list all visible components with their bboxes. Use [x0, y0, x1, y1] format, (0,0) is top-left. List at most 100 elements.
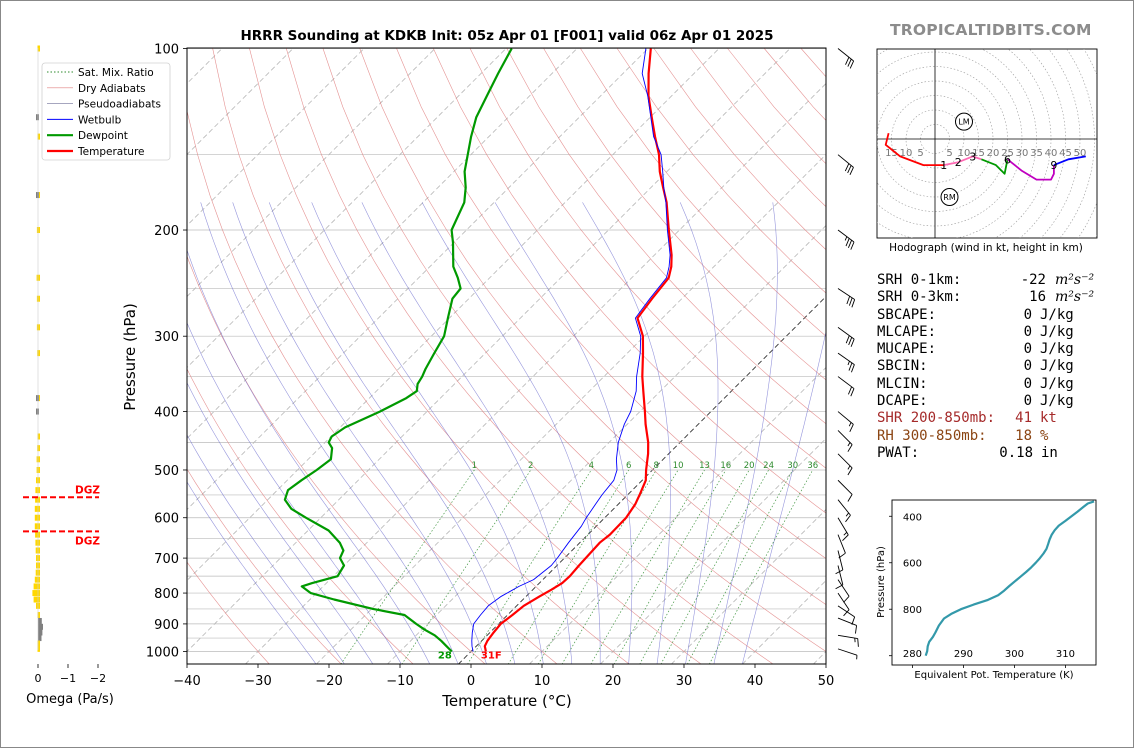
parameter-unit: m²s⁻²	[1055, 289, 1095, 306]
parameter-value: 0.18	[999, 444, 1033, 461]
parameter-value: 16	[1029, 289, 1046, 306]
omega-bar	[35, 496, 40, 503]
wind-barb-flag	[844, 163, 850, 172]
moist-adiabat-line	[582, 202, 671, 664]
wind-barb-shaft	[837, 288, 855, 300]
wind-barb-shaft	[837, 48, 854, 62]
hodograph-ring-label: 25	[1001, 148, 1014, 159]
wind-barb-shaft	[837, 376, 855, 389]
hodograph-ring-label: 10	[958, 148, 971, 159]
omega-x-tick-label: −2	[90, 672, 106, 685]
isotherm-line	[244, 82, 826, 664]
parameter-unit: kt	[1040, 410, 1057, 427]
wind-barb-flag	[850, 241, 855, 250]
omega-bar	[37, 133, 40, 140]
wind-barbs	[835, 48, 859, 660]
parameter-label: MLCIN:	[877, 375, 928, 392]
skewt-frame	[186, 47, 827, 665]
omega-bar	[34, 505, 40, 512]
hodograph-ring-label: 15	[972, 148, 985, 159]
wind-barb-flag	[845, 515, 851, 523]
y-tick-label: 400	[154, 406, 179, 421]
parameter-label: SRH 0-1km:	[877, 272, 962, 288]
y-tick-label: 500	[154, 464, 179, 479]
theta-e-x-tick-label: 310	[1056, 649, 1075, 660]
omega-bar	[36, 395, 39, 402]
y-tick-label: 800	[154, 587, 179, 602]
hodograph-ring-label: 30	[1016, 148, 1029, 159]
surface-dewpoint-label: 28	[438, 651, 452, 662]
wind-barb-shaft	[837, 565, 844, 585]
wind-barb-shaft	[837, 499, 851, 516]
mixing-ratio-label: 6	[626, 461, 631, 471]
wind-barb-flag	[847, 467, 853, 476]
legend-entry: Temperature	[77, 146, 145, 158]
wind-barb-flag	[848, 297, 853, 306]
dry-adiabat-line	[322, 48, 826, 652]
moist-adiabat-line	[187, 382, 374, 664]
omega-bar	[34, 576, 40, 583]
legend-entry: Wetbulb	[78, 114, 122, 126]
wind-barb-shaft	[837, 411, 854, 425]
isotherm-line	[187, 48, 720, 582]
wind-barb-flag	[849, 167, 854, 175]
dgz-label: DGZ	[75, 535, 100, 547]
y-tick-label: 100	[154, 43, 179, 58]
y-tick-label: 200	[154, 224, 179, 239]
moist-adiabat-line	[713, 202, 778, 664]
hodograph-height-label: 2	[955, 156, 962, 169]
legend-entry: Dewpoint	[78, 130, 128, 142]
parameter-row: SBCAPE: 0 J/kg	[877, 307, 1094, 324]
parameter-value: 0	[1023, 306, 1032, 323]
hodograph-ring-label: 10	[900, 148, 913, 159]
omega-bar	[34, 514, 40, 521]
dry-adiabat-line	[249, 48, 702, 664]
theta-e-y-tick-label: 400	[903, 512, 922, 523]
wind-barb	[837, 479, 853, 502]
parameter-label: SBCIN:	[877, 358, 928, 375]
wind-barb-shaft	[837, 479, 853, 495]
mixing-ratio-line	[467, 469, 592, 664]
wind-barb	[837, 499, 851, 523]
dry-adiabat-line	[187, 255, 486, 664]
isotherm-line	[0, 49, 9, 665]
parameter-label: MUCAPE:	[877, 341, 937, 358]
isotherm-line	[315, 153, 826, 664]
x-tick-label: 50	[818, 674, 835, 689]
mixing-ratio-line	[709, 469, 814, 664]
omega-bar	[38, 623, 43, 630]
wind-barb	[837, 352, 855, 373]
moist-adiabat-line	[421, 202, 601, 664]
wind-barb	[837, 517, 849, 542]
omega-bar	[33, 596, 40, 603]
hodograph-frame	[876, 48, 1098, 239]
isotherm-line	[187, 48, 578, 440]
isotherm-line	[599, 437, 826, 664]
isotherm-line	[187, 48, 791, 653]
hodograph-caption: Hodograph (wind in kt, height in km)	[889, 242, 1083, 254]
omega-bar	[37, 433, 40, 440]
wind-barb-flag	[849, 60, 855, 69]
mixing-ratio-label: 1	[472, 461, 477, 471]
hodograph-ring-label: 20	[987, 148, 1000, 159]
x-tick-label: −40	[173, 674, 200, 689]
mixing-ratio-label: 13	[699, 461, 710, 471]
parameter-value: 0	[1023, 341, 1032, 358]
omega-bar	[36, 408, 39, 415]
mixing-ratio-label: 30	[787, 461, 798, 471]
omega-bar	[38, 635, 42, 642]
omega-bar	[34, 523, 40, 530]
moist-adiabat-line	[200, 202, 459, 664]
wind-barb	[837, 453, 853, 476]
mixing-ratio-line	[639, 469, 750, 664]
hodograph-segment	[943, 155, 982, 166]
parameter-unit: J/kg	[1040, 306, 1074, 323]
omega-bar	[33, 583, 40, 590]
hodograph-ring-label: 50	[1074, 148, 1087, 159]
theta-e-panel: 280 290 300 310 400 600 800 Equivalent Pot. Tem…	[876, 499, 1097, 681]
parameter-row: SRH 0-3km: 16 m²s⁻²	[877, 289, 1094, 306]
dry-adiabat-line	[187, 109, 558, 664]
wind-barb	[837, 154, 854, 175]
omega-panel: 0 −1 −2 Omega (Pa/s) DGZ DGZ	[23, 45, 114, 707]
parameter-row: PWAT: 0.18 in	[877, 445, 1094, 462]
